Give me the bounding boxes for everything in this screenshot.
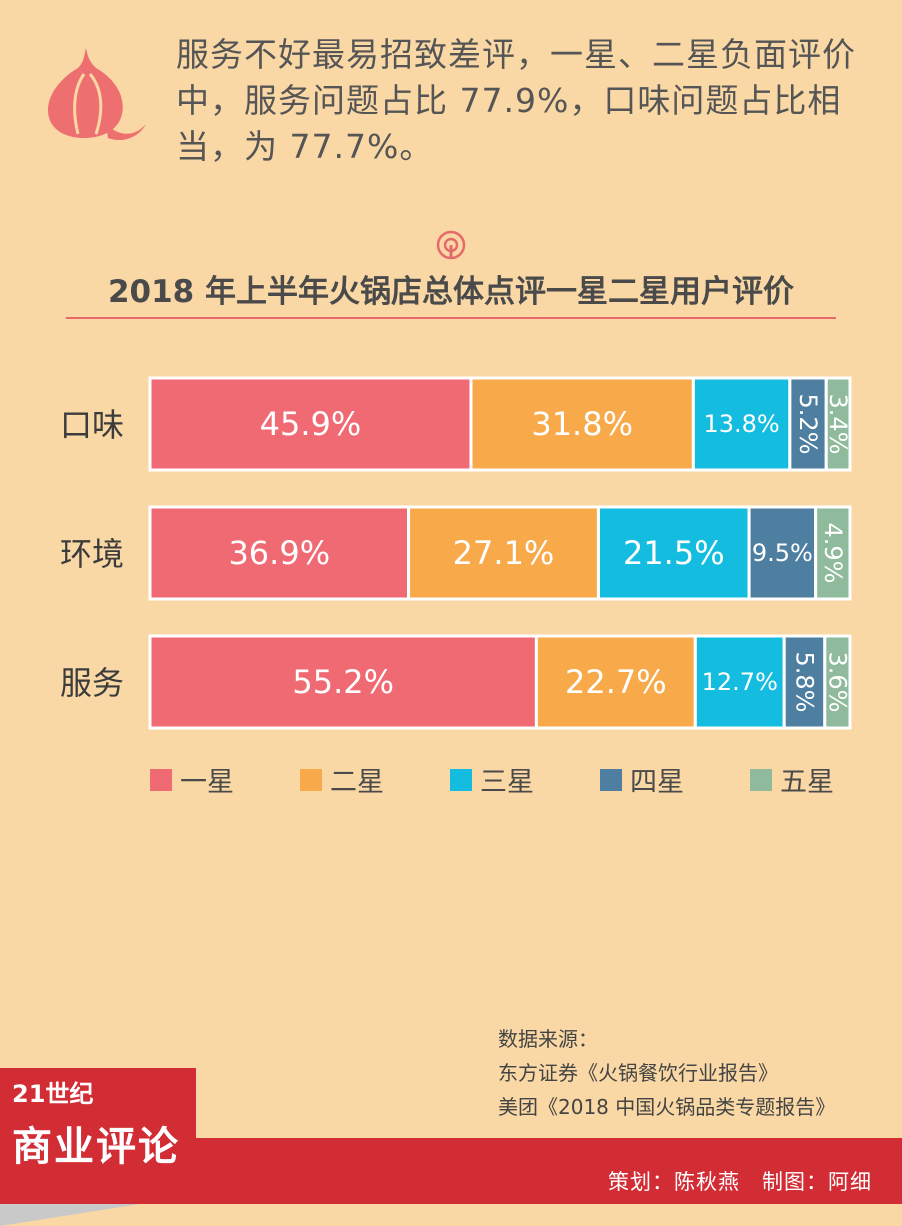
legend-item-2star: 二星: [300, 760, 450, 799]
signal-icon: [436, 230, 466, 260]
legend-item-4star: 四星: [600, 760, 750, 799]
logo-big-text: 商业评论: [12, 1124, 180, 1170]
data-label: 45.9%: [260, 405, 362, 443]
bar-segment: [534, 634, 697, 730]
category-label: 服务: [60, 664, 124, 702]
logo-small-text: 21世纪: [12, 1080, 94, 1108]
data-label: 55.2%: [292, 663, 394, 701]
bar-segment: [693, 634, 786, 730]
source-line-1: 东方证券《火锅餐饮行业报告》: [498, 1061, 778, 1085]
legend-item-1star: 一星: [150, 760, 300, 799]
stacked-bar-chart: 口味 45.9% 31.8% 13.8% 5.2% 3.4% 环境 36.9% 27.1% 21.…: [60, 376, 852, 730]
data-label: 4.9%: [819, 523, 847, 584]
legend-label: 四星: [630, 767, 684, 798]
title-underline: [66, 317, 836, 319]
category-label: 环境: [60, 535, 124, 573]
legend-label: 五星: [780, 767, 834, 798]
legend-item-5star: 五星: [750, 760, 900, 799]
legend-swatch: [150, 768, 172, 791]
legend-swatch: [450, 768, 472, 791]
chart-title: 2018 年上半年火锅店总体点评一星二星用户评价: [107, 274, 795, 310]
bar-segment: [814, 505, 852, 601]
data-label: 36.9%: [228, 534, 330, 572]
bar-segment: [691, 376, 792, 472]
bar-segment: [788, 376, 828, 472]
bar-segment: [823, 634, 852, 730]
data-label: 13.8%: [703, 410, 779, 438]
data-label: 22.7%: [565, 663, 667, 701]
data-label: 31.8%: [531, 405, 633, 443]
data-label: 3.6%: [823, 652, 851, 713]
source-line-2: 美团《2018 中国火锅品类专题报告》: [498, 1095, 836, 1119]
data-label: 21.5%: [623, 534, 725, 572]
corner-decoration: [0, 1204, 140, 1226]
bar-segment: [469, 376, 695, 472]
data-label: 5.8%: [791, 652, 819, 713]
data-label: 12.7%: [702, 668, 778, 696]
data-label: 9.5%: [752, 539, 813, 567]
data-label: 3.4%: [824, 394, 852, 455]
legend-label: 一星: [180, 767, 234, 798]
sources-heading: 数据来源：: [498, 1027, 598, 1051]
bar-segment: [148, 505, 411, 601]
legend-swatch: [750, 768, 772, 791]
brand-logo: 21世纪 商业评论: [0, 1068, 196, 1204]
bar-segment: [824, 376, 852, 472]
data-label: 5.2%: [794, 394, 822, 455]
header-text: 服务不好最易招致差评，一星、二星负面评价中，服务问题占比 77.9%，口味问题占…: [176, 35, 856, 166]
legend: 一星 二星 三星 四星 五星: [150, 760, 900, 799]
category-label: 口味: [60, 406, 124, 444]
bar-segment: [596, 505, 751, 601]
data-sources: 数据来源： 东方证券《火锅餐饮行业报告》 美团《2018 中国火锅品类专题报告》: [498, 1022, 835, 1124]
legend-item-3star: 三星: [450, 760, 600, 799]
legend-label: 三星: [480, 767, 534, 798]
legend-label: 二星: [330, 767, 384, 798]
legend-swatch: [300, 768, 322, 791]
garlic-icon: [48, 48, 146, 141]
data-label: 27.1%: [453, 534, 555, 572]
credits: 策划：陈秋燕 制图：阿细: [608, 1170, 872, 1194]
legend-swatch: [600, 768, 622, 791]
